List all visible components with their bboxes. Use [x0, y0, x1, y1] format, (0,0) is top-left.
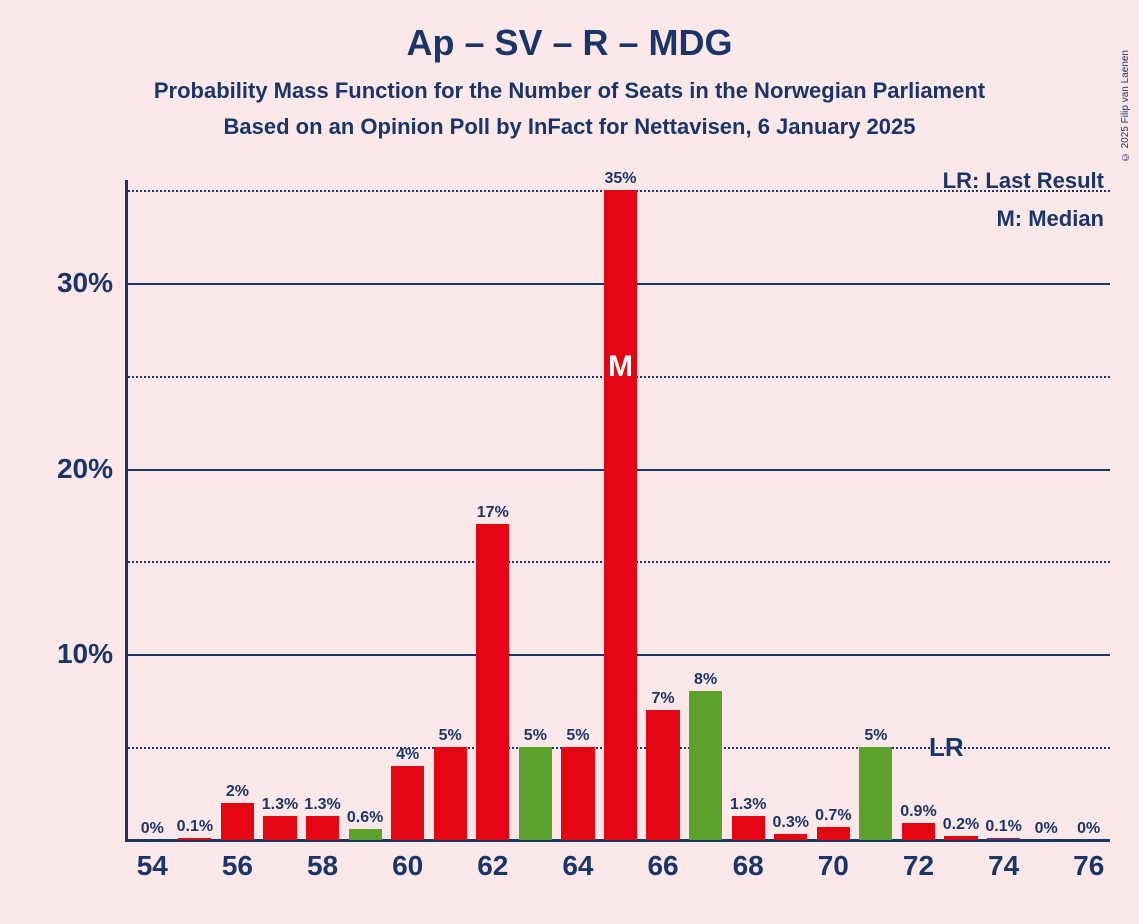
x-tick-label: 62 — [477, 840, 508, 882]
bar-value-label: 0% — [1077, 820, 1100, 840]
x-tick-label: 64 — [562, 840, 593, 882]
bar-value-label: 0.6% — [347, 809, 383, 829]
y-tick-label: 30% — [57, 267, 125, 299]
bar-value-label: 5% — [524, 727, 547, 747]
bar-value-label: 5% — [864, 727, 887, 747]
bar: 1.3% — [263, 816, 296, 840]
bar: 2% — [221, 803, 254, 840]
bar: 8% — [689, 691, 722, 840]
y-axis — [125, 180, 128, 840]
bar-value-label: 35% — [604, 170, 636, 190]
bar: 17% — [476, 524, 509, 840]
bar-value-label: 0% — [141, 820, 164, 840]
bar: 5% — [859, 747, 892, 840]
chart-title: Ap – SV – R – MDG — [0, 0, 1139, 64]
bar-value-label: 17% — [477, 504, 509, 524]
bar: 5% — [561, 747, 594, 840]
x-tick-label: 56 — [222, 840, 253, 882]
x-tick-label: 60 — [392, 840, 423, 882]
bar: 35%M — [604, 190, 637, 840]
last-result-marker: LR — [929, 732, 964, 763]
bar: 0.1% — [987, 838, 1020, 840]
bar-value-label: 1.3% — [304, 796, 340, 816]
bar-value-label: 0.7% — [815, 807, 851, 827]
bar-value-label: 0.9% — [900, 803, 936, 823]
bar: 0.7% — [817, 827, 850, 840]
legend-last-result: LR: Last Result — [943, 168, 1104, 194]
bar-value-label: 8% — [694, 671, 717, 691]
bar-value-label: 1.3% — [730, 796, 766, 816]
x-tick-label: 72 — [903, 840, 934, 882]
x-tick-label: 68 — [733, 840, 764, 882]
bar-value-label: 2% — [226, 783, 249, 803]
bar: 4% — [391, 766, 424, 840]
chart-subtitle-2: Based on an Opinion Poll by InFact for N… — [0, 104, 1139, 140]
copyright-text: © 2025 Filip van Laenen — [1120, 50, 1131, 162]
x-tick-label: 58 — [307, 840, 338, 882]
bar-value-label: 5% — [566, 727, 589, 747]
bar: 0.1% — [178, 838, 211, 840]
bar-value-label: 0% — [1035, 820, 1058, 840]
bar-value-label: 0.3% — [773, 814, 809, 834]
x-tick-label: 66 — [647, 840, 678, 882]
y-tick-label: 20% — [57, 453, 125, 485]
bar-value-label: 5% — [439, 727, 462, 747]
x-tick-label: 70 — [818, 840, 849, 882]
bar: 5% — [519, 747, 552, 840]
bar-value-label: 0.1% — [985, 818, 1021, 838]
bar-value-label: 0.2% — [943, 816, 979, 836]
median-marker: M — [608, 350, 633, 384]
bar: 0.2% — [944, 836, 977, 840]
bar-value-label: 4% — [396, 746, 419, 766]
legend-median: M: Median — [996, 206, 1104, 232]
y-tick-label: 10% — [57, 638, 125, 670]
bar-value-label: 7% — [651, 690, 674, 710]
bar: 0.6% — [349, 829, 382, 840]
bar: 0.3% — [774, 834, 807, 840]
bar: 5% — [434, 747, 467, 840]
chart-subtitle-1: Probability Mass Function for the Number… — [0, 64, 1139, 104]
bar: 1.3% — [306, 816, 339, 840]
x-tick-label: 76 — [1073, 840, 1104, 882]
bar-value-label: 0.1% — [177, 818, 213, 838]
x-tick-label: 74 — [988, 840, 1019, 882]
bar: 7% — [646, 710, 679, 840]
bar: 0.9% — [902, 823, 935, 840]
bar: 1.3% — [732, 816, 765, 840]
x-tick-label: 54 — [137, 840, 168, 882]
chart-plot-area: 10%20%30%5456586062646668707274760%0.1%2… — [125, 190, 1110, 840]
bar-value-label: 1.3% — [262, 796, 298, 816]
